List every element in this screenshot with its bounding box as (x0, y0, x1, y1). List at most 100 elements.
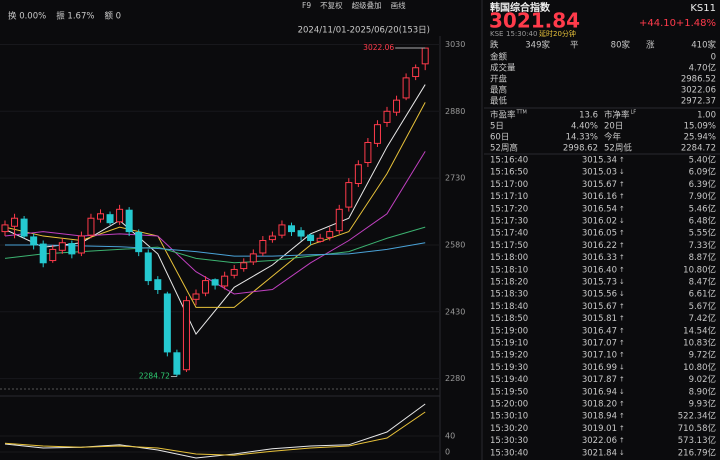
tick-price: 3016.99 (582, 363, 617, 373)
candle-body (240, 262, 248, 270)
tick-time: 15:18:10 (490, 265, 528, 275)
breadth-value: 349家 (525, 40, 550, 51)
quote-code: KS11 (690, 3, 716, 14)
candle-body (58, 242, 66, 251)
candle-body (278, 224, 286, 236)
candle-body (135, 231, 143, 253)
stat-value: 0 (711, 53, 716, 63)
ratio-label: 20日 (604, 122, 623, 132)
candle-body (163, 293, 171, 353)
tick-time: 15:18:20 (490, 278, 528, 288)
tick-direction: ↑ (619, 193, 625, 201)
moving-average (4, 84, 426, 336)
ratio-label: 5日 (490, 122, 504, 132)
tick-time: 15:16:50 (490, 168, 528, 178)
tick-direction: ↑ (619, 327, 625, 335)
indicator-line (4, 403, 426, 459)
candle-body (11, 217, 19, 227)
y-tick-label: 3030 (445, 40, 465, 49)
tick-price: 3017.07 (582, 339, 617, 349)
toolbar-button[interactable]: 不复权 (320, 0, 343, 10)
candle-body (230, 268, 238, 276)
tick-time: 15:17:50 (490, 241, 528, 251)
breadth-value: 80家 (611, 40, 631, 51)
ratio-label-sup: TTM (516, 110, 527, 116)
y-tick-label: 2580 (445, 240, 465, 249)
tick-price: 3017.87 (582, 375, 617, 385)
tick-direction: ↑ (619, 229, 625, 237)
tick-direction: ↑ (619, 437, 625, 445)
tick-volume: 216.79亿 (678, 447, 716, 458)
tick-volume: 7.90亿 (689, 191, 716, 202)
tick-volume: 5.40亿 (689, 155, 716, 166)
y-tick-label: 2280 (445, 374, 465, 383)
tick-direction: ↑ (619, 376, 625, 384)
tick-volume: 9.72亿 (689, 350, 716, 361)
y-tick-label: 2430 (445, 307, 465, 316)
ratio-value: 25.94% (684, 133, 716, 143)
tick-time: 15:30:30 (490, 436, 528, 446)
tick-direction: ↑ (619, 156, 625, 164)
candle-body (192, 293, 200, 300)
stat-label: 成交量 (490, 63, 516, 74)
candle-body (288, 225, 295, 233)
quote-price: 3021.84 (489, 9, 580, 33)
tick-price: 3016.05 (582, 229, 617, 239)
ratio-value: 13.6 (579, 111, 598, 121)
ratio-value: 4.40% (571, 122, 598, 132)
toolbar-button[interactable]: F9 (302, 1, 311, 10)
candle-body (144, 252, 152, 282)
tick-direction: ↓ (619, 278, 625, 286)
tick-volume: 6.09亿 (689, 167, 716, 178)
tick-time: 15:19:10 (490, 339, 528, 349)
tick-price: 3015.73 (582, 278, 617, 288)
quote-change: +44.10 (639, 18, 676, 29)
tick-direction: ↓ (619, 363, 625, 371)
tick-time: 15:19:50 (490, 387, 528, 397)
candle-body (326, 231, 334, 238)
tick-time: 15:19:30 (490, 363, 528, 373)
tick-direction: ↑ (619, 266, 625, 274)
tick-volume: 5.67亿 (689, 301, 716, 312)
candle-body (383, 110, 391, 123)
y-tick-label: 2880 (445, 107, 465, 116)
tick-volume: 7.33亿 (689, 240, 716, 251)
ratio-label: 市净率 (604, 110, 630, 121)
toolbar-button[interactable]: 画线 (391, 0, 406, 10)
delay: 延时20分钟 (539, 29, 576, 38)
toolbar-stat: 换 0.00% (8, 11, 46, 22)
toolbar-stat: 额 0 (104, 11, 121, 22)
tick-price: 3021.84 (582, 448, 617, 458)
tick-time: 15:18:30 (490, 290, 528, 300)
stat-value: 3022.06 (681, 86, 716, 96)
tick-time: 15:19:00 (490, 326, 528, 336)
quote-change-pct: +1.48% (676, 18, 716, 29)
tick-direction: ↑ (619, 180, 625, 188)
stat-label: 金额 (490, 52, 508, 63)
tick-price: 3016.40 (582, 265, 617, 275)
candle-body (87, 217, 95, 236)
tick-volume: 573.13亿 (678, 435, 716, 446)
y-tick-label: 0 (445, 448, 450, 457)
tick-price: 3016.47 (582, 326, 617, 336)
ratio-value: 1.00 (697, 111, 716, 121)
ratio-value: 2998.62 (563, 144, 598, 154)
toolbar-button[interactable]: 超级叠加 (352, 0, 382, 10)
candle-body (68, 243, 76, 255)
tick-direction: ↑ (619, 424, 625, 432)
ratio-label: 52周高 (490, 143, 518, 154)
candle-body (221, 275, 229, 287)
tick-direction: ↑ (619, 205, 625, 213)
tick-volume: 10.80亿 (683, 362, 716, 373)
tick-time: 15:17:00 (490, 180, 528, 190)
candle-body (268, 235, 276, 241)
tick-direction: ↓ (619, 217, 625, 225)
candle-body (1, 224, 9, 233)
tick-time: 15:19:40 (490, 375, 528, 385)
candle-body (335, 208, 343, 232)
stat-label: 开盘 (490, 74, 508, 85)
stat-label: 最低 (490, 96, 508, 107)
moving-average (4, 151, 426, 295)
tick-time: 15:18:40 (490, 302, 528, 312)
